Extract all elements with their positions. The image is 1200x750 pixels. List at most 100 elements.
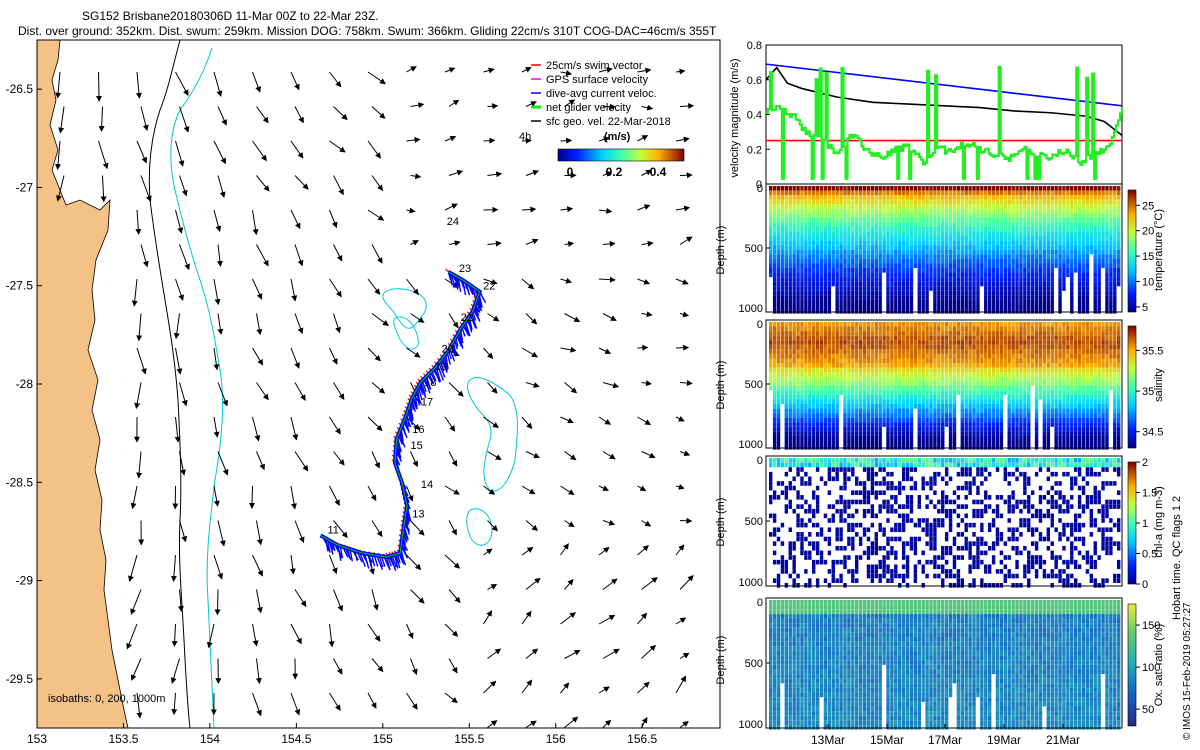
- profile-sample: [1034, 322, 1039, 327]
- profile-sample: [839, 358, 843, 364]
- profile-sample: [972, 408, 976, 414]
- current-arrow: [333, 658, 343, 675]
- profile-sample: [999, 408, 1004, 414]
- profile-sample: [984, 309, 988, 314]
- profile-sample: [866, 204, 871, 209]
- profile-sample: [1054, 245, 1058, 250]
- profile-sample: [1101, 208, 1105, 214]
- profile-sample: [1015, 245, 1019, 250]
- profile-sample: [1023, 349, 1027, 354]
- profile-sample: [890, 381, 894, 386]
- profile-sample: [933, 222, 937, 228]
- profile-sample: [999, 272, 1004, 278]
- profile-sample: [991, 222, 996, 228]
- profile-sample: [808, 417, 812, 423]
- profile-sample: [776, 335, 781, 341]
- profile-sample: [1011, 435, 1015, 441]
- profile-sample: [933, 263, 937, 269]
- profile-sample: [851, 309, 855, 314]
- profile-sample: [1109, 286, 1113, 291]
- profile-sample: [995, 376, 1000, 382]
- profile-sample: [843, 440, 847, 446]
- profile-sample: [1089, 213, 1094, 218]
- profile-sample: [905, 204, 910, 209]
- current-arrow: [410, 727, 412, 728]
- profile-sample: [1038, 227, 1043, 232]
- profile-sample: [1058, 217, 1062, 223]
- profile-sample: [905, 408, 910, 414]
- profile-sample: [901, 295, 906, 300]
- profile-sample: [968, 195, 972, 200]
- profile-sample: [925, 322, 929, 327]
- profile-sample: [921, 295, 925, 300]
- profile-sample: [976, 322, 980, 327]
- profile-sample: [948, 358, 953, 364]
- profile-sample: [862, 335, 867, 341]
- profile-sample: [792, 186, 796, 191]
- profile-sample: [1011, 322, 1015, 327]
- profile-sample: [890, 399, 894, 405]
- current-arrow: [487, 382, 498, 394]
- profile-sample: [1011, 390, 1015, 395]
- profile-sample: [894, 272, 898, 278]
- profile-sample: [980, 349, 984, 354]
- profile-sample: [878, 290, 882, 296]
- profile-sample: [948, 353, 953, 359]
- profile-sample: [815, 376, 820, 382]
- profile-sample: [1019, 440, 1023, 446]
- profile-sample: [835, 331, 839, 336]
- profile-sample: [944, 195, 949, 200]
- profile-sample: [937, 236, 941, 241]
- profile-sample: [909, 422, 914, 427]
- profile-sample: [855, 254, 859, 259]
- profile-sample: [1003, 249, 1008, 255]
- profile-sample: [796, 304, 800, 310]
- profile-sample: [823, 431, 828, 436]
- profile-sample: [800, 290, 804, 296]
- profile-sample: [831, 277, 835, 282]
- profile-sample: [1042, 309, 1047, 314]
- profile-sample: [901, 208, 906, 214]
- profile-sample: [991, 390, 996, 395]
- profile-sample: [972, 335, 976, 341]
- profile-sample: [894, 195, 898, 200]
- profile-sample: [858, 258, 863, 264]
- profile-sample: [960, 408, 964, 414]
- profile-sample: [847, 426, 851, 432]
- profile-sample: [1042, 281, 1047, 287]
- profile-sample: [1070, 208, 1074, 214]
- profile-sample: [929, 381, 933, 386]
- current-arrow: [140, 727, 142, 728]
- profile-sample: [843, 204, 847, 209]
- profile-sample: [1034, 399, 1039, 405]
- profile-sample: [1034, 326, 1039, 332]
- profile-sample: [972, 385, 976, 391]
- profile-sample: [980, 340, 984, 345]
- profile-sample: [948, 240, 953, 246]
- profile-sample: [882, 422, 886, 427]
- profile-sample: [1030, 245, 1035, 250]
- profile-sample: [1101, 199, 1105, 205]
- profile-sample: [1105, 309, 1109, 314]
- profile-sample: [941, 286, 945, 291]
- profile-sample: [898, 417, 902, 423]
- current-arrow: [98, 140, 109, 170]
- profile-sample: [796, 335, 800, 341]
- profile-sample: [827, 222, 832, 228]
- profile-sample: [808, 195, 812, 200]
- profile-sample: [1081, 281, 1086, 287]
- profile-sample: [937, 344, 941, 350]
- profile-sample: [995, 422, 1000, 427]
- profile-sample: [1109, 190, 1113, 196]
- profile-sample: [800, 268, 804, 273]
- profile-sample: [862, 286, 867, 291]
- profile-sample: [1101, 227, 1105, 232]
- profile-sample: [784, 353, 789, 359]
- profile-sample: [1109, 195, 1113, 200]
- profile-sample: [1117, 190, 1121, 196]
- profile-sample: [866, 281, 871, 287]
- profile-sample: [964, 295, 968, 300]
- current-arrow: [371, 589, 379, 611]
- profile-sample: [901, 445, 906, 450]
- profile-sample: [1023, 258, 1027, 264]
